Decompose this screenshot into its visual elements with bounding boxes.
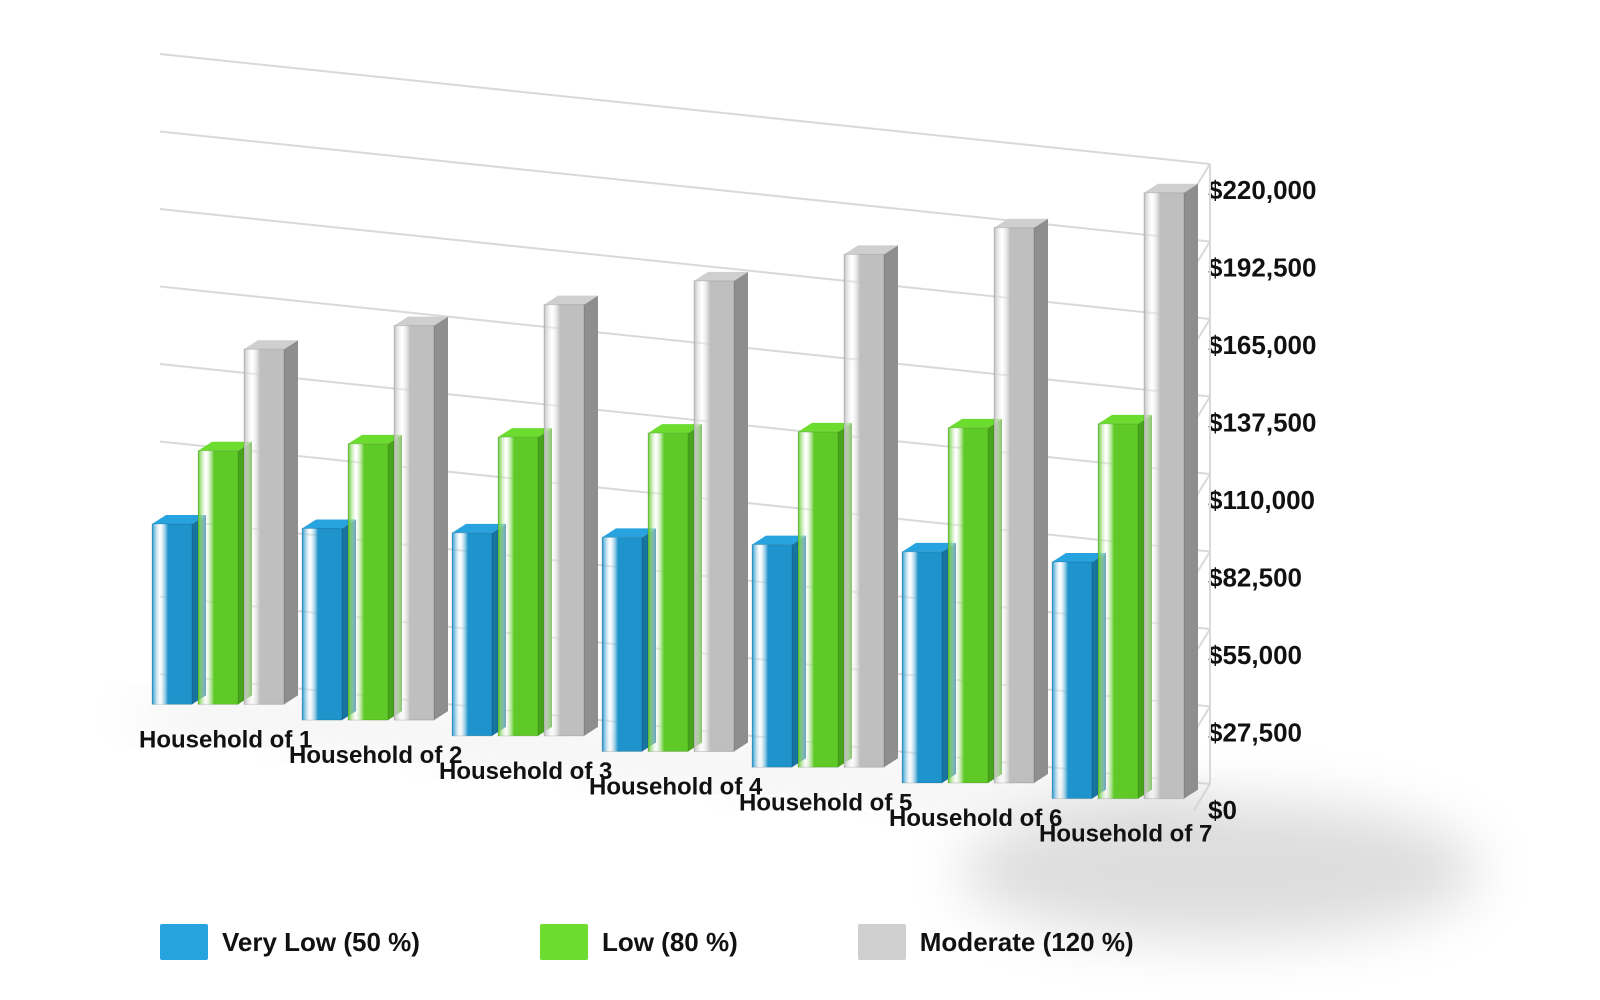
legend-swatch-moderate	[858, 924, 906, 960]
legend-item-very-low: Very Low (50 %)	[160, 924, 420, 960]
svg-text:$27,500: $27,500	[1208, 718, 1302, 748]
svg-text:$220,000: $220,000	[1208, 175, 1316, 205]
legend-label-very-low: Very Low (50 %)	[222, 927, 420, 958]
svg-text:$192,500: $192,500	[1208, 253, 1316, 283]
svg-text:$55,000: $55,000	[1208, 640, 1302, 670]
legend-label-low: Low (80 %)	[602, 927, 738, 958]
svg-text:$110,000: $110,000	[1208, 485, 1315, 515]
svg-text:$165,000: $165,000	[1208, 330, 1316, 360]
legend-item-moderate: Moderate (120 %)	[858, 924, 1134, 960]
svg-text:$82,500: $82,500	[1208, 563, 1302, 593]
legend-item-low: Low (80 %)	[540, 924, 738, 960]
chart-container: $0$27,500$55,000$82,500$110,000$137,500$…	[0, 0, 1600, 1000]
svg-text:Household of 7: Household of 7	[1039, 821, 1212, 848]
legend-label-moderate: Moderate (120 %)	[920, 927, 1134, 958]
legend-swatch-very-low	[160, 924, 208, 960]
svg-text:$137,500: $137,500	[1208, 408, 1316, 438]
legend-swatch-low	[540, 924, 588, 960]
income-3d-bar-chart: $0$27,500$55,000$82,500$110,000$137,500$…	[0, 0, 1600, 1000]
legend: Very Low (50 %) Low (80 %) Moderate (120…	[160, 924, 1134, 960]
